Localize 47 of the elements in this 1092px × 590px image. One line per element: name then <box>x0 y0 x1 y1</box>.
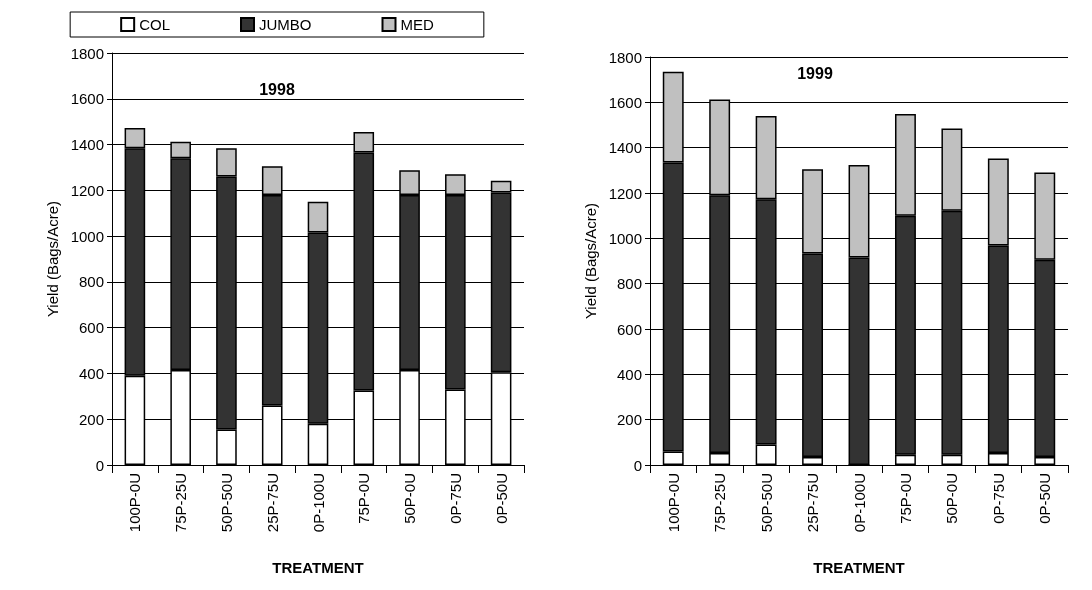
y-axis-title: Yield (Bags/Acre) <box>43 200 61 318</box>
y-axis-title: Yield (Bags/Acre) <box>581 202 599 320</box>
x-tick-label: 50P-50U <box>217 473 235 533</box>
y-tick-label: 800 <box>78 273 104 291</box>
y-tick-label: 1200 <box>608 184 642 202</box>
legend-label: JUMBO <box>259 16 312 33</box>
x-tick-label: 50P-0U <box>943 473 961 524</box>
chart-title: 1999 <box>797 64 833 82</box>
text: 1998 <box>259 80 295 98</box>
x-tick-label: 0P-100U <box>850 473 868 533</box>
y-tick-label: 200 <box>78 410 104 428</box>
y-tick-label: 400 <box>616 365 642 383</box>
y-tick-label: 1800 <box>608 48 642 66</box>
y-tick-label: 800 <box>616 275 642 293</box>
y-tick-label: 400 <box>78 364 104 382</box>
y-tick-label: 1000 <box>70 227 104 245</box>
x-tick-label: 100P-0U <box>664 473 682 533</box>
x-tick-label: 25P-75U <box>263 473 281 533</box>
x-tick-label: 0P-50U <box>492 473 510 524</box>
x-tick-label: 75P-0U <box>355 473 373 524</box>
x-tick-label: 0P-75U <box>446 473 464 524</box>
x-tick-label: 75P-25U <box>711 473 729 533</box>
x-tick-label: 50P-0U <box>401 473 419 524</box>
y-tick-label: 1600 <box>70 90 104 108</box>
x-tick-label: 75P-25U <box>172 473 190 533</box>
x-tick-label: 50P-50U <box>757 473 775 533</box>
y-tick-label: 1200 <box>70 181 104 199</box>
y-tick-label: 600 <box>78 319 104 337</box>
x-tick-label: 100P-0U <box>126 473 144 533</box>
legend-label: COL <box>139 16 171 33</box>
x-tick-label: 0P-50U <box>1036 473 1054 524</box>
y-tick-label: 200 <box>616 411 642 429</box>
x-tick-label: 25P-75U <box>804 473 822 533</box>
x-axis-title: TREATMENT <box>813 559 905 576</box>
y-tick-label: 0 <box>633 456 642 474</box>
y-tick-label: 1600 <box>608 93 642 111</box>
x-tick-label: 75P-0U <box>896 473 914 524</box>
y-tick-label: 1400 <box>608 139 642 157</box>
y-tick-label: 1000 <box>608 229 642 247</box>
y-tick-label: 600 <box>616 320 642 338</box>
y-tick-label: 1400 <box>70 136 104 154</box>
y-tick-label: 0 <box>95 456 104 474</box>
x-tick-label: 0P-75U <box>989 473 1007 524</box>
legend-label: MED <box>400 16 434 33</box>
x-tick-label: 0P-100U <box>309 473 327 533</box>
x-axis-title: TREATMENT <box>272 559 364 576</box>
y-tick-label: 1800 <box>70 44 104 62</box>
